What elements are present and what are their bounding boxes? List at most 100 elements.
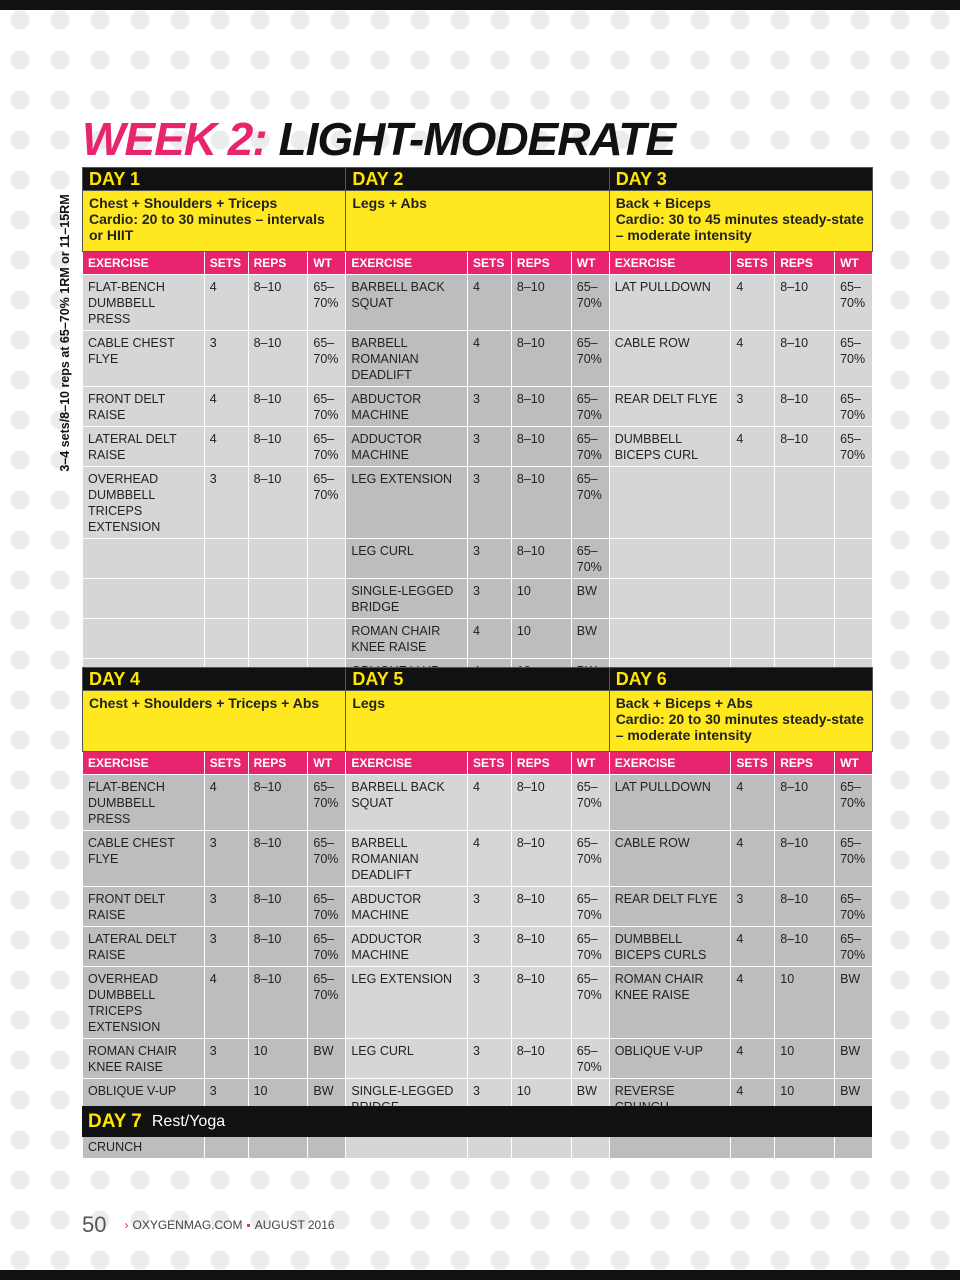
exercise: CABLE ROW (608, 830, 732, 887)
weight: 65–70% (307, 330, 347, 387)
reps (774, 538, 836, 579)
exercise: DUMBBELL BICEPS CURLS (608, 926, 732, 967)
reps: 8–10 (774, 926, 836, 967)
sets: 4 (203, 274, 249, 331)
column-header: WT (570, 751, 610, 775)
column-header: EXERCISE (608, 751, 732, 775)
exercise: LAT PULLDOWN (608, 274, 732, 331)
column-header: REPS (774, 751, 836, 775)
reps: 8–10 (510, 886, 572, 927)
focus-line: Chest + Shoulders + Triceps (89, 195, 278, 211)
reps: 10 (774, 966, 836, 1039)
exercise: CABLE ROW (608, 330, 732, 387)
exercise: FLAT-BENCH DUMBBELL PRESS (82, 274, 205, 331)
sets: 4 (730, 274, 776, 331)
exercise-row: OVERHEAD DUMBBELL TRICEPS EXTENSION 3 8–10… (82, 466, 874, 539)
sets: 4 (203, 386, 249, 427)
sets: 4 (467, 274, 512, 331)
exercise: LEG EXTENSION (345, 466, 469, 539)
title: WEEK 2: LIGHT-MODERATE (82, 112, 676, 166)
reps (247, 578, 309, 619)
exercise: REAR DELT FLYE (608, 386, 732, 427)
column-header: REPS (510, 251, 572, 275)
sets: 4 (467, 330, 512, 387)
day-label: DAY 6 (608, 667, 874, 691)
reps: 8–10 (247, 330, 309, 387)
bottom-bar (0, 1270, 960, 1280)
exercise: BARBELL BACK SQUAT (345, 274, 469, 331)
weight (307, 578, 347, 619)
sets: 4 (730, 774, 776, 831)
weight: 65–70% (307, 966, 347, 1039)
day-table: DAY 4 DAY 5 DAY 6 Chest + Shoulders + Trice… (81, 667, 874, 1159)
sets: 3 (467, 466, 512, 539)
weight: 65–70% (307, 466, 347, 539)
date: AUGUST 2016 (254, 1218, 335, 1232)
sets: 3 (467, 966, 512, 1039)
reps: 8–10 (510, 774, 572, 831)
column-header: WT (570, 251, 610, 275)
sets: 4 (730, 926, 776, 967)
exercise: ABDUCTOR MACHINE (345, 386, 469, 427)
reps: 10 (774, 1038, 836, 1079)
exercise: ROMAN CHAIR KNEE RAISE (608, 966, 732, 1039)
weight: 65–70% (307, 274, 347, 331)
exercise: FRONT DELT RAISE (82, 386, 205, 427)
sets: 4 (467, 830, 512, 887)
exercise-row: CABLE CHEST FLYE 3 8–10 65–70% BARBELL ROMAN… (82, 830, 874, 887)
reps: 8–10 (510, 330, 572, 387)
exercise: OVERHEAD DUMBBELL TRICEPS EXTENSION (82, 966, 205, 1039)
exercise-row: ROMAN CHAIR KNEE RAISE 4 10 BW (82, 618, 874, 659)
weight: 65–70% (834, 774, 874, 831)
reps: 8–10 (247, 466, 309, 539)
exercise: FRONT DELT RAISE (82, 886, 205, 927)
weight: 65–70% (570, 966, 610, 1039)
weight: 65–70% (834, 330, 874, 387)
exercise-row: LATERAL DELT RAISE 3 8–10 65–70% ADDUCTOR MA… (82, 926, 874, 967)
column-header: SETS (467, 251, 512, 275)
column-header: EXERCISE (345, 751, 469, 775)
weight: 65–70% (307, 774, 347, 831)
sets (203, 538, 249, 579)
weight (307, 618, 347, 659)
reps: 8–10 (247, 830, 309, 887)
weight: 65–70% (834, 274, 874, 331)
reps: 8–10 (510, 466, 572, 539)
exercise-row: OVERHEAD DUMBBELL TRICEPS EXTENSION 4 8–10… (82, 966, 874, 1039)
exercise: ROMAN CHAIR KNEE RAISE (82, 1038, 205, 1079)
reps (774, 466, 836, 539)
exercise: CABLE CHEST FLYE (82, 330, 205, 387)
sets: 3 (203, 330, 249, 387)
weight: BW (307, 1038, 347, 1079)
exercise: LEG CURL (345, 538, 469, 579)
sets: 4 (467, 774, 512, 831)
site: OXYGENMAG.COM (132, 1218, 243, 1232)
footer: 50 › OXYGENMAG.COM ▪ AUGUST 2016 (82, 1212, 335, 1237)
sets (203, 618, 249, 659)
focus: Legs (345, 690, 610, 752)
exercise-row: FRONT DELT RAISE 3 8–10 65–70% ABDUCTOR MACH… (82, 886, 874, 927)
reps (774, 618, 836, 659)
weight (834, 466, 874, 539)
sets (730, 578, 776, 619)
day7: DAY 7 Rest/Yoga (82, 1106, 872, 1137)
exercise-row: FRONT DELT RAISE 4 8–10 65–70% ABDUCTOR MACH… (82, 386, 874, 427)
column-header: SETS (203, 251, 249, 275)
header-row: EXERCISE SETS REPS WT EXERCISE SETS REPS WT EXER… (82, 251, 874, 275)
reps: 8–10 (774, 886, 836, 927)
exercise: FLAT-BENCH DUMBBELL PRESS (82, 774, 205, 831)
exercise-row: FLAT-BENCH DUMBBELL PRESS 4 8–10 65–70% BARB… (82, 274, 874, 331)
column-header: WT (834, 251, 874, 275)
sets: 4 (467, 618, 512, 659)
focus-row: Chest + Shoulders + Triceps + Abs Legs Bac… (81, 690, 874, 752)
weight: 65–70% (834, 830, 874, 887)
reps: 10 (510, 618, 572, 659)
focus-line: Cardio: 30 to 45 minutes steady-state – … (615, 211, 864, 243)
reps: 8–10 (247, 426, 309, 467)
exercise: BARBELL ROMANIAN DEADLIFT (345, 830, 469, 887)
sets: 3 (203, 926, 249, 967)
weight: 65–70% (834, 926, 874, 967)
sets: 3 (203, 1038, 249, 1079)
weight: 65–70% (834, 386, 874, 427)
sets: 3 (203, 466, 249, 539)
